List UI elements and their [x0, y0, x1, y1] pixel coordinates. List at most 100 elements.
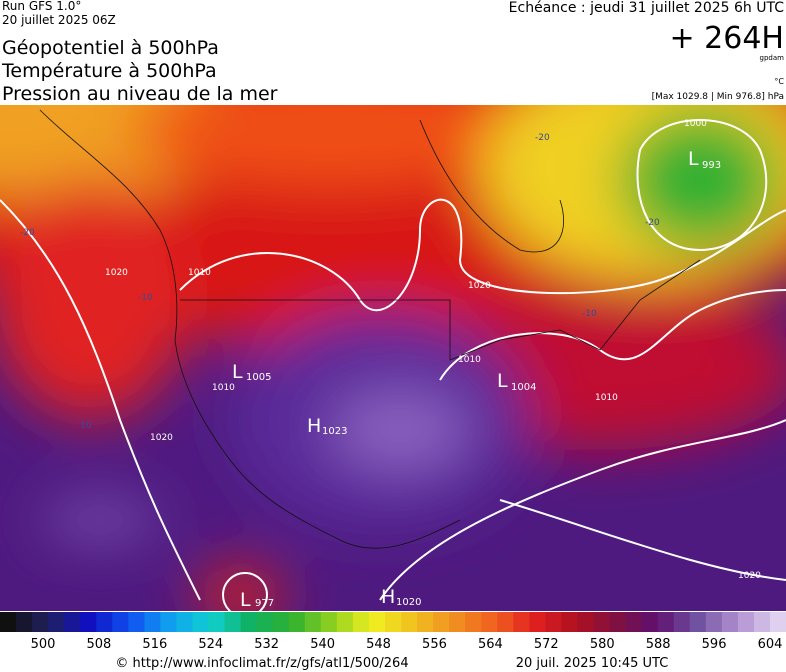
center-letter: L: [232, 361, 243, 383]
scale-swatch: [689, 612, 707, 632]
scale-label: 500: [31, 637, 56, 652]
center-value: 1004: [511, 382, 536, 393]
title: Géopotentiel à 500hPa: [2, 37, 219, 59]
scale-swatch: [96, 612, 113, 632]
valid-time: Echéance : jeudi 31 juillet 2025 6h UTC: [509, 0, 785, 16]
scale-label: 532: [254, 637, 279, 652]
scale-label: 596: [702, 637, 727, 652]
unit: gpdam: [760, 54, 785, 62]
scale-swatch: [753, 612, 771, 632]
scale-swatch: [32, 612, 49, 632]
center-value: 1020: [396, 597, 421, 608]
scale-swatch: [64, 612, 81, 632]
scale-swatch: [192, 612, 210, 632]
isobar-label: 1020: [468, 281, 491, 291]
scale-swatch: [336, 612, 354, 632]
isotherm-label: -20: [535, 133, 550, 143]
scale-swatch: [48, 612, 65, 632]
isotherm-label: -20: [20, 228, 35, 238]
isobars: [0, 119, 786, 611]
scale-swatch: [465, 612, 482, 632]
scale-swatch: [481, 612, 498, 632]
scale-swatch: [705, 612, 723, 632]
scale-label: 524: [198, 637, 223, 652]
scale-swatch: [288, 612, 306, 632]
scale-swatch: [128, 612, 145, 632]
scale-swatch: [769, 612, 786, 632]
scale-swatch: [737, 612, 755, 632]
scale-swatch: [433, 612, 450, 632]
center-letter: L: [240, 589, 251, 611]
issued: 20 juil. 2025 10:45 UTC: [516, 656, 669, 671]
center-value: 977: [255, 598, 274, 609]
scale-swatch: [208, 612, 226, 632]
center-value: 993: [702, 160, 721, 171]
scale-label: 580: [590, 637, 615, 652]
scale-swatch: [160, 612, 177, 632]
source-url: © http://www.infoclimat.fr/z/gfs/atl1/50…: [115, 656, 408, 671]
scale-swatch: [80, 612, 97, 632]
scale-swatch: [0, 612, 17, 632]
isotherm-label: -10: [582, 309, 597, 319]
center-value: 1023: [322, 426, 347, 437]
scale-swatch: [641, 612, 659, 632]
scale-swatch: [545, 612, 562, 632]
center-letter: L: [688, 148, 699, 170]
scale-swatch: [721, 612, 739, 632]
center-letter: H: [307, 415, 321, 437]
scale-label: 588: [646, 637, 671, 652]
center-value: 1005: [246, 372, 271, 383]
scale-swatch: [401, 612, 418, 632]
scale-swatch: [368, 612, 386, 632]
isobar-label: 1020: [738, 571, 761, 581]
scale-label: 516: [142, 637, 167, 652]
lead-time: + 264H: [670, 21, 785, 56]
scale-label: 556: [422, 637, 447, 652]
coastlines: [39, 109, 701, 549]
map: [0, 105, 786, 611]
scale-swatch: [112, 612, 129, 632]
scale-swatch: [272, 612, 290, 632]
color-scale: 500 508 516 524 532 540 548 556 564 572 580 588 596 6…: [0, 612, 786, 652]
scale-label: 540: [310, 637, 335, 652]
isobar-label: 1000: [684, 119, 707, 129]
title: Pression au niveau de la mer: [2, 83, 278, 105]
scale-swatch: [144, 612, 161, 632]
scale-swatch: [417, 612, 434, 632]
scale-swatch: [240, 612, 258, 632]
scale-swatch: [593, 612, 611, 632]
scale-swatch: [497, 612, 514, 632]
isobar-label: 1010: [458, 355, 481, 365]
run: Run GFS 1.0°: [2, 0, 81, 13]
scale-swatch: [16, 612, 33, 632]
scale-label: 508: [87, 637, 112, 652]
scale-swatch: [529, 612, 546, 632]
isobar-label: 1010: [188, 268, 211, 278]
scale-swatch: [384, 612, 402, 632]
scale-swatch: [224, 612, 242, 632]
isobar-label: 1010: [212, 383, 235, 393]
scale-swatch: [513, 612, 530, 632]
isotherm-label: -10: [138, 293, 153, 303]
scale-label: 604: [758, 637, 783, 652]
scale-label: 572: [534, 637, 559, 652]
scale-swatch: [577, 612, 595, 632]
labels: L 993 L 1005 L 1004 H 1023 L 977 H 1020 …: [20, 119, 761, 611]
scale-swatch: [256, 612, 274, 632]
center-letter: H: [381, 586, 395, 608]
title: Température à 500hPa: [1, 60, 217, 82]
isobar-label: 1010: [595, 393, 618, 403]
scale-swatch: [609, 612, 627, 632]
isotherm-label: -20: [645, 218, 660, 228]
center-letter: L: [497, 370, 508, 392]
isotherm-label: 10: [80, 421, 92, 431]
scale-swatch: [352, 612, 370, 632]
scale-swatch: [320, 612, 338, 632]
scale-swatch: [625, 612, 643, 632]
pressure-range: [Max 1029.8 | Min 976.8] hPa: [652, 92, 784, 102]
scale-swatch: [657, 612, 675, 632]
unit: °C: [774, 77, 784, 86]
scale-label: 548: [366, 637, 391, 652]
scale-swatch: [673, 612, 691, 632]
